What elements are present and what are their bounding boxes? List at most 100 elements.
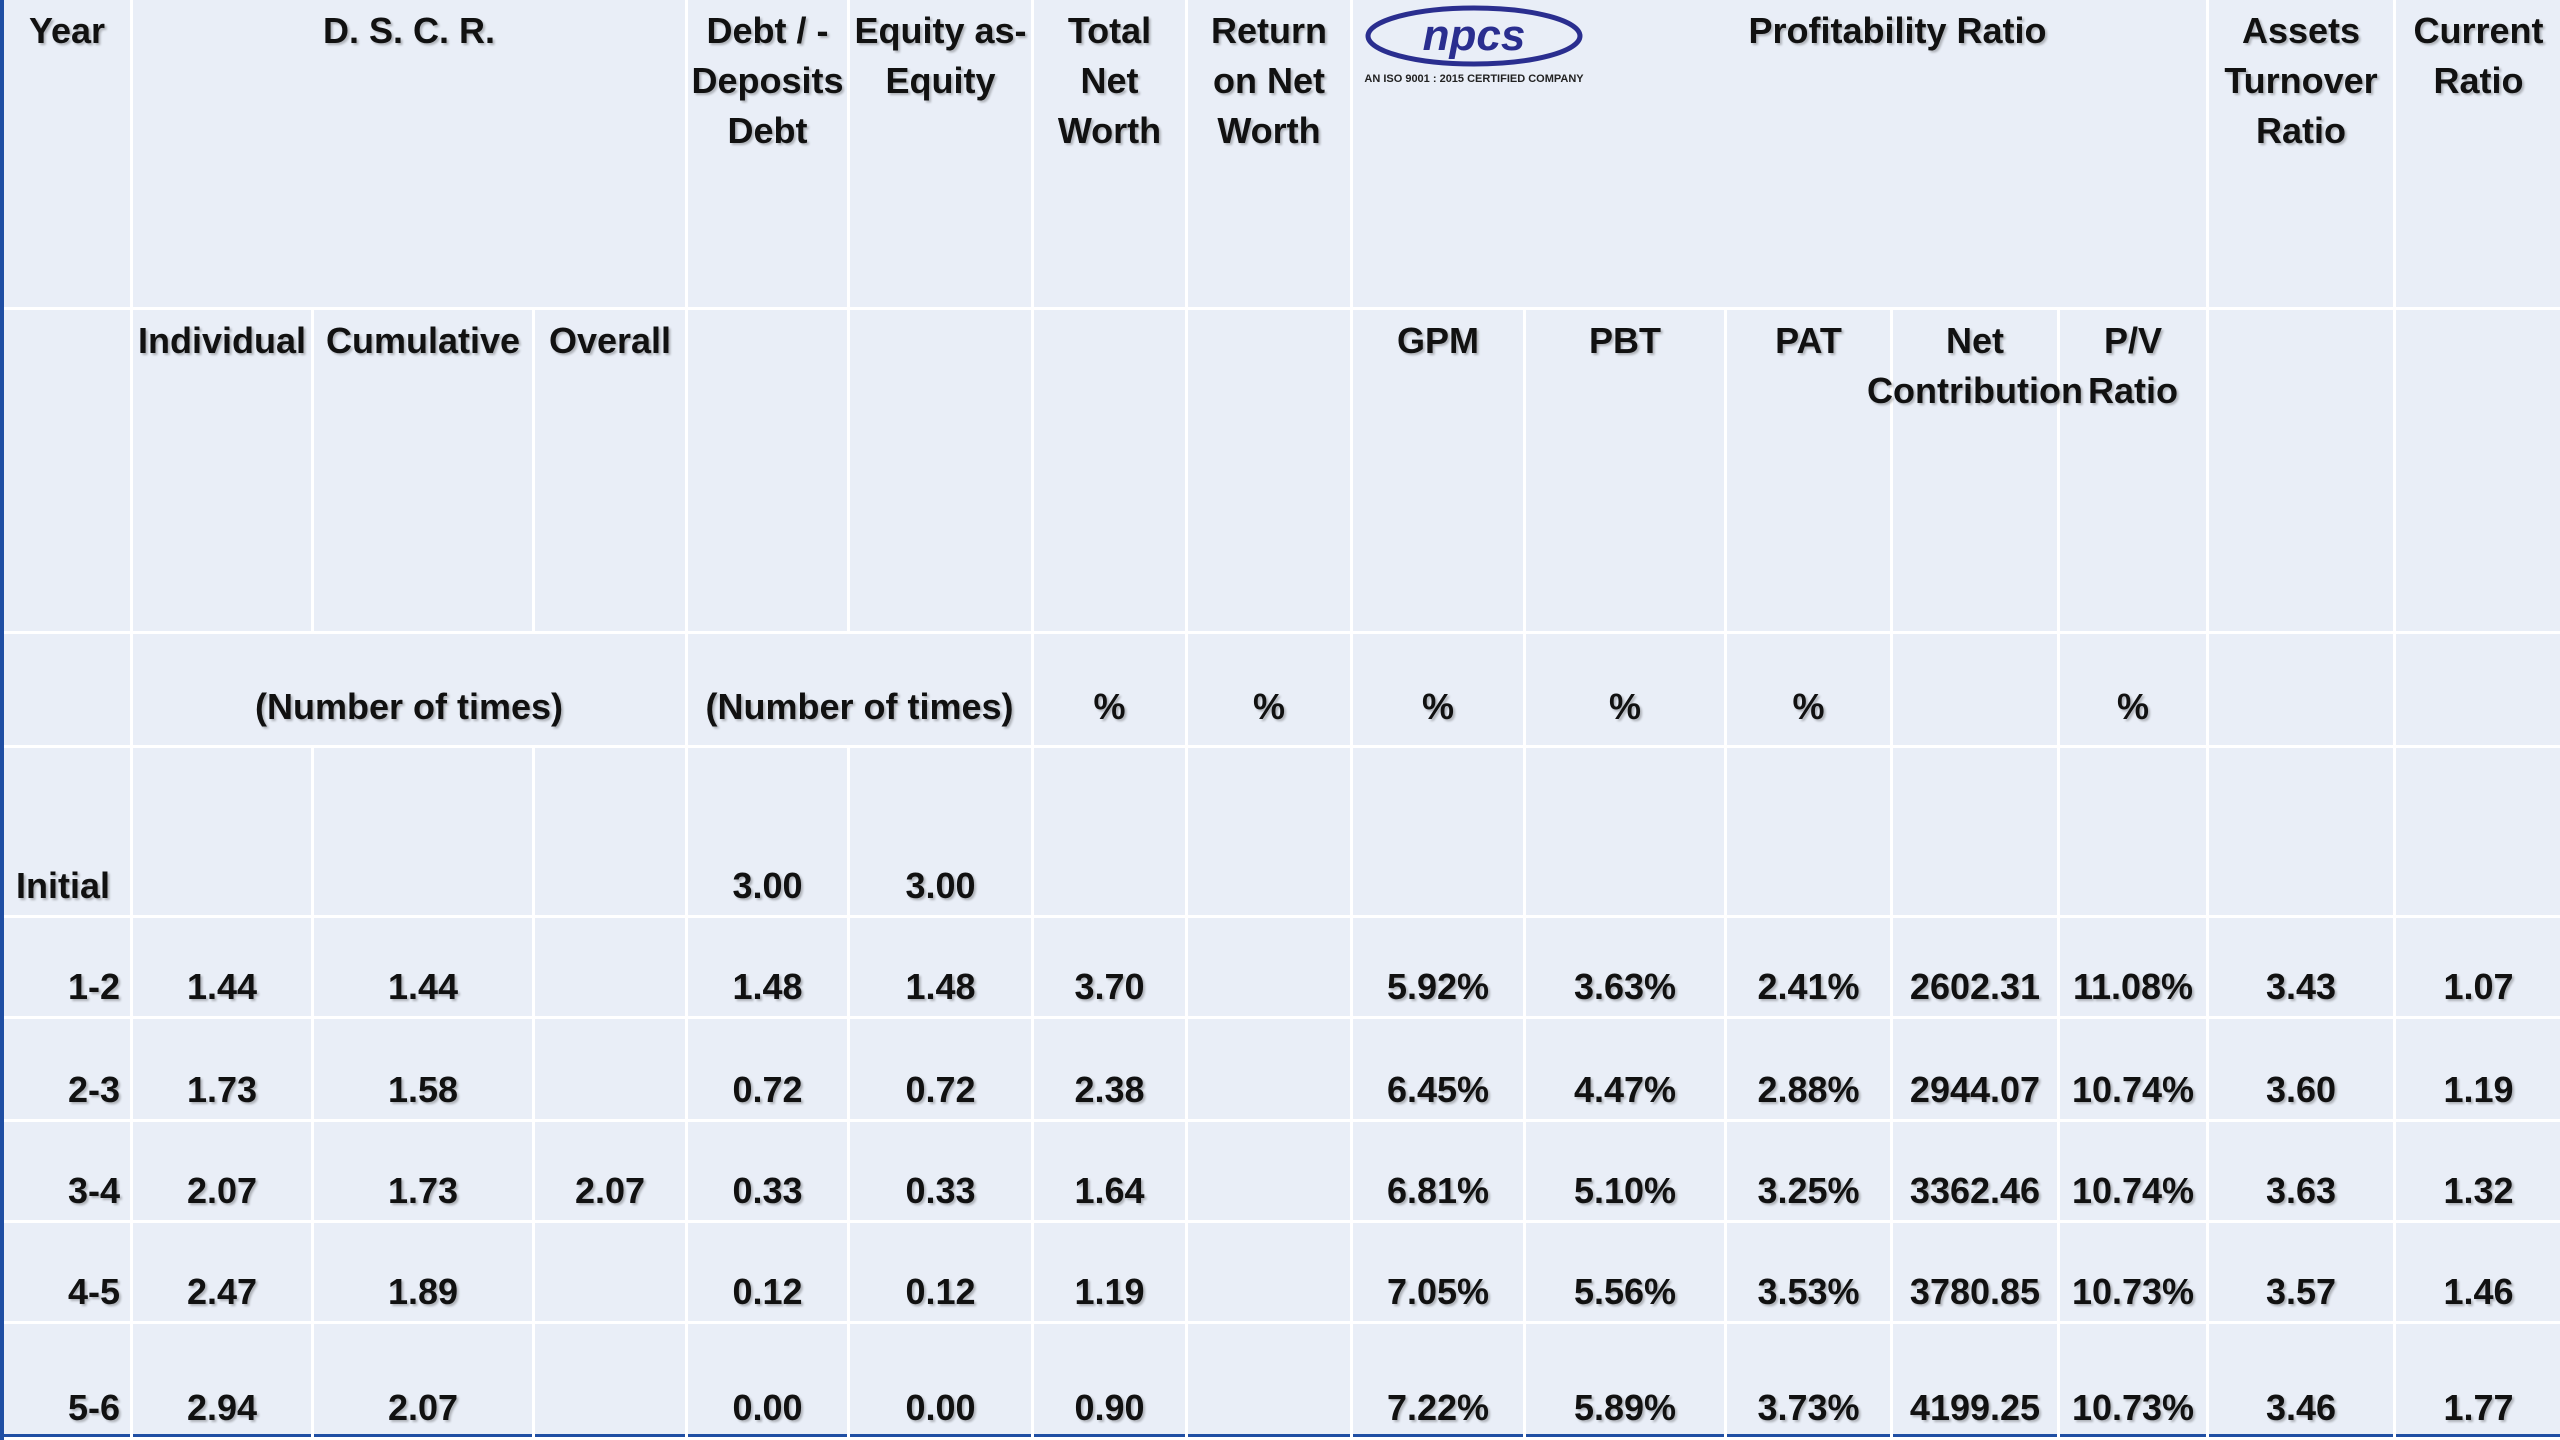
logo-tagline: AN ISO 9001 : 2015 CERTIFIED COMPANY xyxy=(1364,73,1584,85)
data-cell xyxy=(2060,748,2209,918)
data-cell-text: 5.10% xyxy=(1573,1170,1677,1211)
data-cell: 4199.25 xyxy=(1893,1324,2060,1440)
data-cell: 10.73% xyxy=(2060,1324,2209,1440)
data-cell-text: 3780.85 xyxy=(1909,1271,2041,1312)
data-cell-text: 1.89 xyxy=(387,1271,459,1312)
header-cell: Profitability Ratio xyxy=(1353,0,2209,310)
data-cell-text: 2.47 xyxy=(186,1271,258,1312)
data-cell: 0.90 xyxy=(1034,1324,1188,1440)
data-cell-text: 1.48 xyxy=(905,966,976,1007)
header-cell-text: Return on Net Worth xyxy=(1211,10,1327,151)
data-cell-text: 3.60 xyxy=(2265,1069,2337,1110)
data-cell-text: 10.73% xyxy=(2071,1271,2195,1312)
data-cell xyxy=(2209,748,2396,918)
data-cell-text: 1.73 xyxy=(186,1069,258,1110)
header-cell-text: Total Net Worth xyxy=(1057,10,1162,151)
data-cell: 1.77 xyxy=(2396,1324,2560,1440)
subheader-cell xyxy=(2209,310,2396,634)
logo-name: npcs xyxy=(1423,11,1526,60)
data-cell: 3.00 xyxy=(688,748,850,918)
data-cell: 4-5 xyxy=(4,1223,133,1324)
data-cell-text: 3-4 xyxy=(67,1170,120,1211)
data-cell: 10.74% xyxy=(2060,1122,2209,1223)
data-cell: 5.56% xyxy=(1526,1223,1727,1324)
data-cell-text: 2.38 xyxy=(1074,1069,1145,1110)
data-cell: 2.94 xyxy=(133,1324,314,1440)
data-cell-text: 4.47% xyxy=(1573,1069,1677,1110)
data-cell: 2.47 xyxy=(133,1223,314,1324)
unit-cell: % xyxy=(1526,634,1727,748)
data-cell: 2.07 xyxy=(133,1122,314,1223)
data-cell-text: Initial xyxy=(16,865,111,906)
data-cell: 3780.85 xyxy=(1893,1223,2060,1324)
data-cell: 0.33 xyxy=(850,1122,1034,1223)
header-cell-text: Equity as- Equity xyxy=(854,10,1027,101)
unit-cell: % xyxy=(1188,634,1353,748)
subheader-cell-text: P/V Ratio xyxy=(2088,320,2178,411)
unit-cell-text: % xyxy=(1421,685,1454,727)
data-cell: 1.58 xyxy=(314,1019,535,1122)
data-cell-text: 6.45% xyxy=(1386,1069,1490,1110)
unit-cell: (Number of times) xyxy=(133,634,688,748)
header-cell: Total Net Worth xyxy=(1034,0,1188,310)
unit-cell-text: % xyxy=(1792,685,1825,727)
data-cell-text: 3.43 xyxy=(2265,966,2337,1007)
data-cell: 1.19 xyxy=(1034,1223,1188,1324)
unit-cell: % xyxy=(2060,634,2209,748)
data-cell-text: 0.72 xyxy=(905,1069,976,1110)
data-cell: 3.00 xyxy=(850,748,1034,918)
data-cell-text: 7.22% xyxy=(1386,1387,1490,1428)
subheader-cell: Cumulative xyxy=(314,310,535,634)
subheader-cell: PBT xyxy=(1526,310,1727,634)
data-cell-text: 0.00 xyxy=(732,1387,803,1428)
data-cell: 3.43 xyxy=(2209,918,2396,1019)
data-cell: 0.12 xyxy=(688,1223,850,1324)
data-cell-text: 3.46 xyxy=(2265,1387,2337,1428)
unit-cell xyxy=(4,634,133,748)
data-cell: 1.44 xyxy=(133,918,314,1019)
data-cell: 0.33 xyxy=(688,1122,850,1223)
data-cell-text: 2.07 xyxy=(186,1170,258,1211)
data-cell-text: 0.33 xyxy=(732,1170,803,1211)
data-cell-text: 2.94 xyxy=(186,1387,258,1428)
data-cell-text: 2602.31 xyxy=(1909,966,2041,1007)
data-cell: 3.57 xyxy=(2209,1223,2396,1324)
subheader-cell-text: GPM xyxy=(1396,320,1479,361)
subheader-cell-text: PAT xyxy=(1775,320,1842,361)
data-cell: 3.63 xyxy=(2209,1122,2396,1223)
data-cell-text: 1.19 xyxy=(1074,1271,1145,1312)
subheader-cell: PAT xyxy=(1727,310,1893,634)
data-cell-text: 10.74% xyxy=(2071,1069,2195,1110)
header-cell-text: D. S. C. R. xyxy=(322,10,496,51)
data-cell-text: 3.25% xyxy=(1757,1170,1860,1211)
data-cell-text: 0.12 xyxy=(732,1271,803,1312)
data-cell-text: 0.90 xyxy=(1074,1387,1145,1428)
data-cell-text: 3.63 xyxy=(2265,1170,2337,1211)
data-cell-text: 3.73% xyxy=(1757,1387,1860,1428)
data-cell xyxy=(1727,748,1893,918)
data-cell: 1.19 xyxy=(2396,1019,2560,1122)
data-cell: 3.25% xyxy=(1727,1122,1893,1223)
data-cell-text: 1.77 xyxy=(2443,1387,2514,1428)
data-cell: 2602.31 xyxy=(1893,918,2060,1019)
unit-cell xyxy=(2396,634,2560,748)
subheader-cell: Individual xyxy=(133,310,314,634)
data-cell-text: 4199.25 xyxy=(1909,1387,2041,1428)
data-cell-text: 2.07 xyxy=(574,1170,646,1211)
data-cell: 1.48 xyxy=(850,918,1034,1019)
subheader-cell-text: Individual xyxy=(137,320,306,361)
data-cell-text: 3.70 xyxy=(1074,966,1145,1007)
data-cell xyxy=(1034,748,1188,918)
data-cell: 2.41% xyxy=(1727,918,1893,1019)
header-cell: Year xyxy=(4,0,133,310)
data-cell xyxy=(1893,748,2060,918)
subheader-cell: P/V Ratio xyxy=(2060,310,2209,634)
data-cell-text: 1.07 xyxy=(2443,966,2514,1007)
data-cell xyxy=(1188,1223,1353,1324)
data-cell: 6.81% xyxy=(1353,1122,1526,1223)
data-cell xyxy=(535,918,688,1019)
subheader-cell xyxy=(2396,310,2560,634)
data-cell-text: 3.00 xyxy=(905,865,976,906)
subheader-cell-text: Overall xyxy=(548,320,672,361)
